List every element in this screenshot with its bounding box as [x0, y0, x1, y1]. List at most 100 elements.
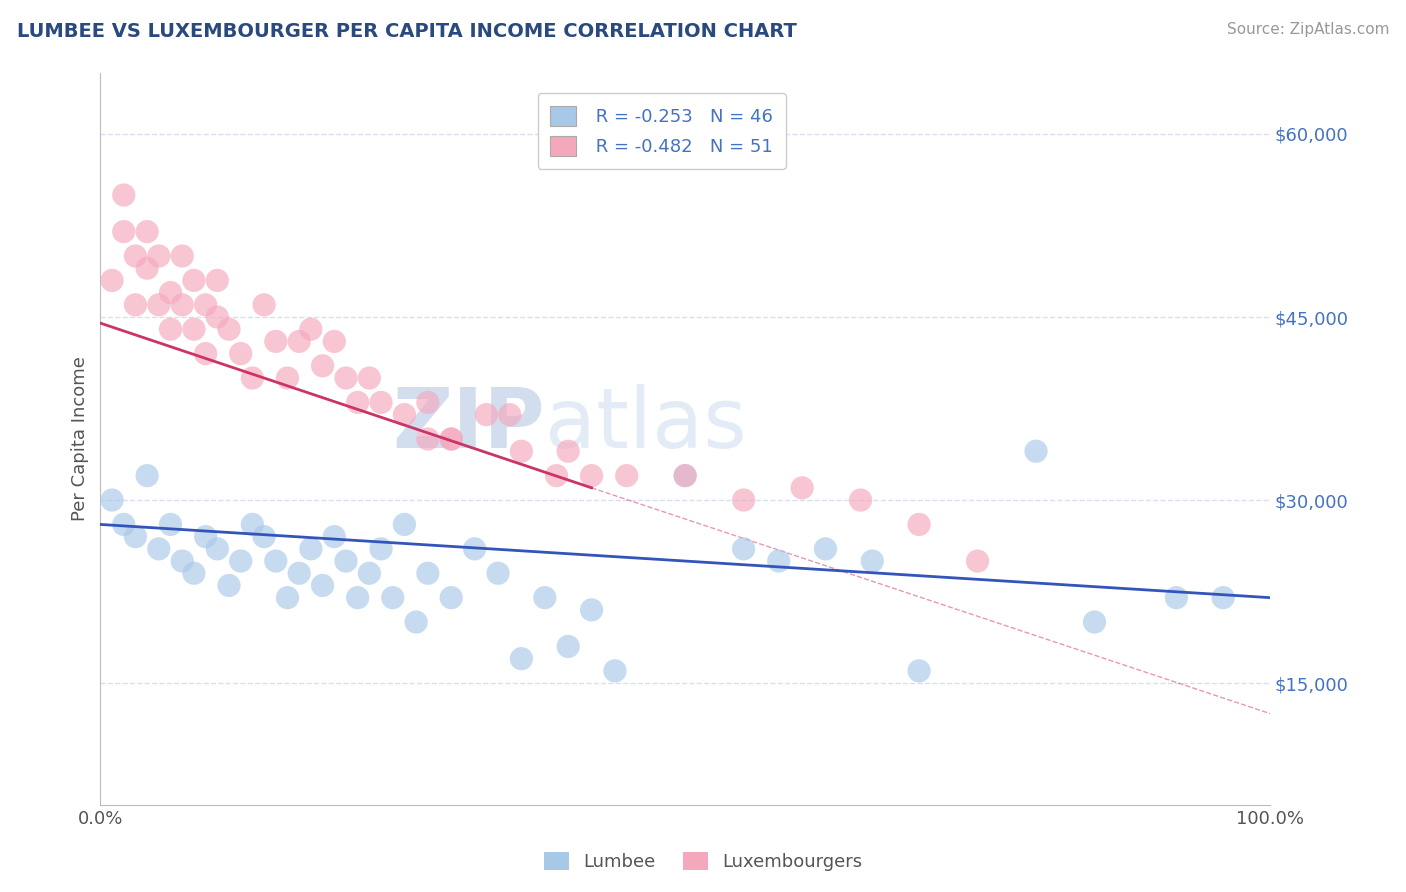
Point: [475, 408, 498, 422]
Point: [172, 249, 194, 263]
Point: [849, 493, 872, 508]
Point: [311, 359, 333, 373]
Point: [908, 664, 931, 678]
Point: [370, 395, 392, 409]
Point: [533, 591, 555, 605]
Point: [616, 468, 638, 483]
Point: [440, 432, 463, 446]
Point: [440, 432, 463, 446]
Point: [394, 408, 416, 422]
Point: [101, 493, 124, 508]
Point: [1025, 444, 1047, 458]
Point: [229, 554, 252, 568]
Point: [510, 444, 533, 458]
Point: [546, 468, 568, 483]
Point: [557, 640, 579, 654]
Point: [1083, 615, 1105, 629]
Point: [581, 603, 603, 617]
Point: [790, 481, 813, 495]
Text: Source: ZipAtlas.com: Source: ZipAtlas.com: [1226, 22, 1389, 37]
Point: [136, 468, 159, 483]
Point: [733, 493, 755, 508]
Point: [148, 298, 170, 312]
Point: [966, 554, 988, 568]
Point: [159, 517, 181, 532]
Point: [673, 468, 696, 483]
Point: [359, 566, 381, 581]
Point: [194, 298, 217, 312]
Text: ZIP: ZIP: [392, 384, 544, 465]
Point: [194, 530, 217, 544]
Point: [229, 346, 252, 360]
Point: [908, 517, 931, 532]
Legend:  R = -0.253   N = 46,  R = -0.482   N = 51: R = -0.253 N = 46, R = -0.482 N = 51: [538, 93, 786, 169]
Point: [370, 541, 392, 556]
Point: [124, 298, 146, 312]
Point: [359, 371, 381, 385]
Point: [253, 530, 276, 544]
Point: [124, 249, 146, 263]
Point: [323, 334, 346, 349]
Point: [148, 249, 170, 263]
Point: [101, 273, 124, 287]
Point: [183, 322, 205, 336]
Point: [207, 273, 229, 287]
Point: [1212, 591, 1234, 605]
Point: [264, 334, 287, 349]
Point: [323, 530, 346, 544]
Point: [172, 298, 194, 312]
Point: [416, 395, 439, 409]
Point: [346, 591, 368, 605]
Point: [218, 322, 240, 336]
Point: [335, 371, 357, 385]
Point: [1166, 591, 1188, 605]
Text: LUMBEE VS LUXEMBOURGER PER CAPITA INCOME CORRELATION CHART: LUMBEE VS LUXEMBOURGER PER CAPITA INCOME…: [17, 22, 797, 41]
Point: [860, 554, 883, 568]
Point: [136, 225, 159, 239]
Point: [299, 541, 322, 556]
Point: [183, 273, 205, 287]
Point: [218, 578, 240, 592]
Point: [499, 408, 522, 422]
Point: [242, 517, 264, 532]
Point: [264, 554, 287, 568]
Y-axis label: Per Capita Income: Per Capita Income: [72, 357, 89, 522]
Point: [394, 517, 416, 532]
Point: [405, 615, 427, 629]
Point: [112, 188, 135, 202]
Point: [288, 566, 311, 581]
Point: [159, 285, 181, 300]
Point: [207, 541, 229, 556]
Point: [124, 530, 146, 544]
Point: [673, 468, 696, 483]
Point: [381, 591, 404, 605]
Point: [733, 541, 755, 556]
Point: [253, 298, 276, 312]
Point: [510, 651, 533, 665]
Point: [276, 591, 298, 605]
Point: [207, 310, 229, 324]
Point: [335, 554, 357, 568]
Point: [768, 554, 790, 568]
Point: [112, 517, 135, 532]
Point: [159, 322, 181, 336]
Point: [440, 591, 463, 605]
Point: [288, 334, 311, 349]
Text: atlas: atlas: [544, 384, 747, 465]
Point: [112, 225, 135, 239]
Point: [299, 322, 322, 336]
Point: [557, 444, 579, 458]
Point: [311, 578, 333, 592]
Point: [346, 395, 368, 409]
Point: [814, 541, 837, 556]
Point: [464, 541, 486, 556]
Point: [603, 664, 626, 678]
Point: [416, 566, 439, 581]
Point: [148, 541, 170, 556]
Point: [486, 566, 509, 581]
Point: [183, 566, 205, 581]
Legend: Lumbee, Luxembourgers: Lumbee, Luxembourgers: [536, 845, 870, 879]
Point: [276, 371, 298, 385]
Point: [416, 432, 439, 446]
Point: [136, 261, 159, 276]
